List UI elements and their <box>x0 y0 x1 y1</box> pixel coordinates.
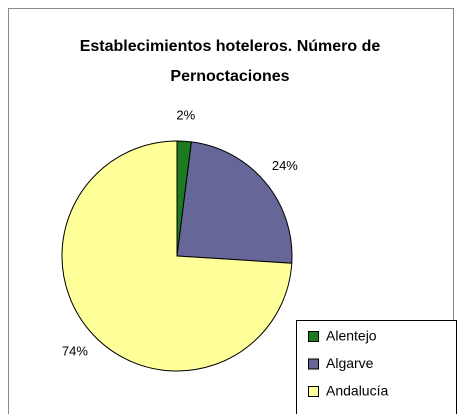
legend: Alentejo Algarve Andalucía <box>308 328 388 399</box>
legend-swatch <box>308 358 319 370</box>
pie <box>61 140 293 372</box>
legend-box <box>296 320 457 414</box>
chart-title: Establecimientos hoteleros. Número de Pe… <box>79 38 381 85</box>
pie-slice <box>176 141 293 264</box>
value-label: 24% <box>272 158 298 173</box>
pie-slice <box>61 140 293 372</box>
legend-label: Alentejo <box>326 328 377 344</box>
value-label: 74% <box>62 343 88 358</box>
legend-label: Andalucía <box>326 383 388 399</box>
value-labels: 2% 24% 74% <box>62 108 298 359</box>
legend-swatch <box>308 331 319 342</box>
legend-swatch <box>308 386 319 397</box>
legend-label: Algarve <box>326 355 374 371</box>
value-label: 2% <box>176 108 195 123</box>
